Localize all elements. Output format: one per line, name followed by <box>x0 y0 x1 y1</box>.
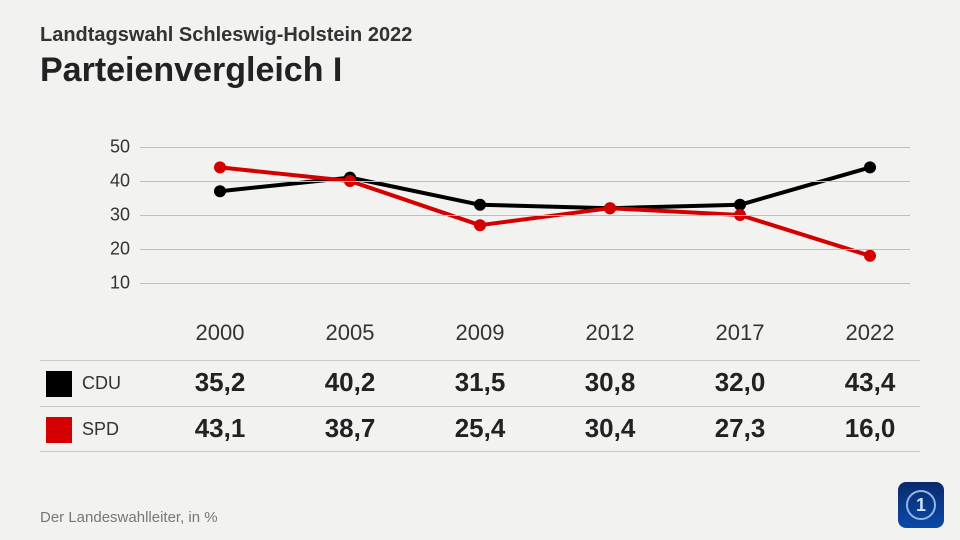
table-cell: 27,3 <box>676 413 804 444</box>
page-subtitle: Landtagswahl Schleswig-Holstein 2022 <box>40 24 920 47</box>
year-axis: 200020052009201220172022 <box>140 320 910 350</box>
table-cell: 30,8 <box>546 367 674 398</box>
y-axis-label: 10 <box>80 273 130 294</box>
table-cell: 32,0 <box>676 367 804 398</box>
series-name: SPD <box>82 419 119 440</box>
table-cell: 16,0 <box>806 413 934 444</box>
table-cell: 40,2 <box>286 367 414 398</box>
broadcaster-logo: 1 <box>898 482 944 528</box>
logo-text: 1 <box>906 490 936 520</box>
series-swatch-spd <box>46 417 72 443</box>
y-axis-label: 30 <box>80 205 130 226</box>
y-axis-label: 50 <box>80 137 130 158</box>
gridline <box>140 283 910 284</box>
table-cell: 43,1 <box>156 413 284 444</box>
gridline <box>140 249 910 250</box>
table-row-cdu: CDU35,240,231,530,832,043,4 <box>40 360 920 406</box>
table-cell: 25,4 <box>416 413 544 444</box>
table-cell: 43,4 <box>806 367 934 398</box>
y-axis-label: 20 <box>80 239 130 260</box>
series-marker-spd <box>604 202 616 214</box>
table-cell: 38,7 <box>286 413 414 444</box>
table-cell: 31,5 <box>416 367 544 398</box>
year-label: 2005 <box>286 320 414 346</box>
gridline <box>140 215 910 216</box>
series-marker-cdu <box>214 185 226 197</box>
data-table: CDU35,240,231,530,832,043,4SPD43,138,725… <box>40 360 920 452</box>
year-label: 2009 <box>416 320 544 346</box>
series-name: CDU <box>82 373 121 394</box>
series-marker-cdu <box>864 161 876 173</box>
series-marker-spd <box>864 250 876 262</box>
year-label: 2017 <box>676 320 804 346</box>
series-marker-cdu <box>474 199 486 211</box>
gridline <box>140 181 910 182</box>
year-label: 2022 <box>806 320 934 346</box>
series-marker-spd <box>214 161 226 173</box>
series-marker-spd <box>474 219 486 231</box>
year-label: 2000 <box>156 320 284 346</box>
table-cell: 35,2 <box>156 367 284 398</box>
table-row-spd: SPD43,138,725,430,427,316,0 <box>40 406 920 452</box>
series-line-cdu <box>220 167 870 208</box>
source-text: Der Landeswahlleiter, in % <box>40 509 218 526</box>
series-swatch-cdu <box>46 371 72 397</box>
year-label: 2012 <box>546 320 674 346</box>
y-axis-label: 40 <box>80 171 130 192</box>
table-cell: 30,4 <box>546 413 674 444</box>
page-title: Parteienvergleich I <box>40 51 920 90</box>
gridline <box>140 147 910 148</box>
line-chart: 10 20 30 40 50 <box>80 130 910 300</box>
